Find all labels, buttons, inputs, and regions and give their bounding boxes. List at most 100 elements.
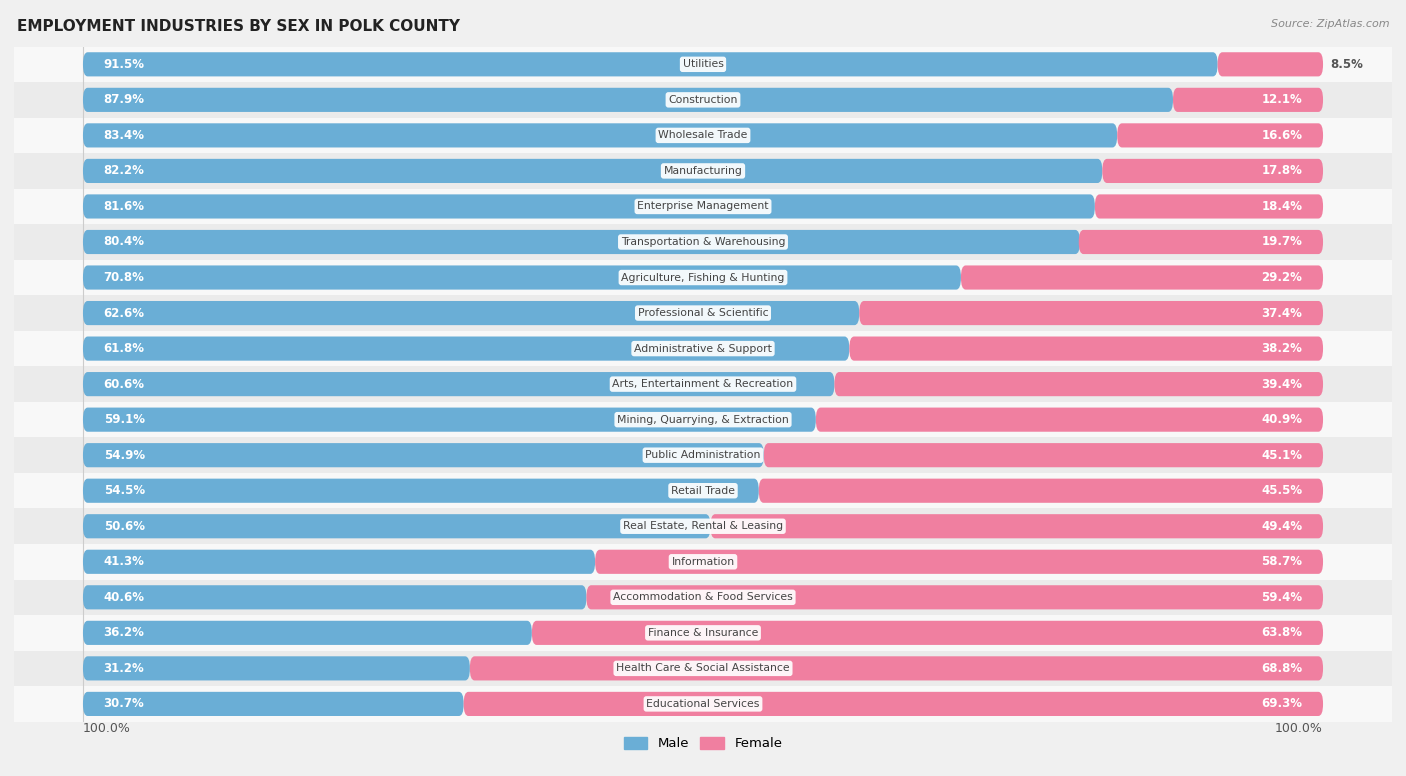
Bar [14, 118, 1392, 153]
Text: Professional & Scientific: Professional & Scientific [638, 308, 768, 318]
FancyBboxPatch shape [470, 656, 1323, 681]
FancyBboxPatch shape [83, 194, 1095, 219]
FancyBboxPatch shape [83, 372, 834, 397]
FancyBboxPatch shape [83, 443, 763, 467]
FancyBboxPatch shape [815, 407, 1323, 431]
Text: 59.1%: 59.1% [104, 413, 145, 426]
FancyBboxPatch shape [960, 265, 1323, 289]
FancyBboxPatch shape [759, 479, 1323, 503]
Bar [14, 615, 1392, 650]
Bar [14, 438, 1392, 473]
Text: Information: Information [672, 557, 734, 566]
Text: Construction: Construction [668, 95, 738, 105]
Text: 16.6%: 16.6% [1261, 129, 1302, 142]
Text: 91.5%: 91.5% [104, 58, 145, 71]
Text: Educational Services: Educational Services [647, 699, 759, 709]
Text: Manufacturing: Manufacturing [664, 166, 742, 176]
Text: 38.2%: 38.2% [1261, 342, 1302, 355]
Text: EMPLOYMENT INDUSTRIES BY SEX IN POLK COUNTY: EMPLOYMENT INDUSTRIES BY SEX IN POLK COU… [17, 19, 460, 34]
Bar [14, 82, 1392, 118]
FancyBboxPatch shape [83, 479, 759, 503]
Text: 54.9%: 54.9% [104, 449, 145, 462]
Text: 41.3%: 41.3% [104, 556, 145, 568]
Text: 100.0%: 100.0% [1275, 722, 1323, 735]
Text: Utilities: Utilities [682, 59, 724, 69]
Text: Health Care & Social Assistance: Health Care & Social Assistance [616, 663, 790, 674]
FancyBboxPatch shape [83, 656, 470, 681]
FancyBboxPatch shape [586, 585, 1323, 609]
Bar [14, 153, 1392, 189]
Text: 87.9%: 87.9% [104, 93, 145, 106]
FancyBboxPatch shape [464, 692, 1323, 716]
FancyBboxPatch shape [849, 337, 1323, 361]
FancyBboxPatch shape [1102, 159, 1323, 183]
Text: Public Administration: Public Administration [645, 450, 761, 460]
FancyBboxPatch shape [763, 443, 1323, 467]
Bar [14, 331, 1392, 366]
Text: 17.8%: 17.8% [1261, 165, 1302, 178]
Text: Arts, Entertainment & Recreation: Arts, Entertainment & Recreation [613, 379, 793, 389]
Text: 62.6%: 62.6% [104, 307, 145, 320]
Text: 30.7%: 30.7% [104, 698, 145, 710]
Text: 40.9%: 40.9% [1261, 413, 1302, 426]
Bar [14, 473, 1392, 508]
Text: Retail Trade: Retail Trade [671, 486, 735, 496]
Text: 60.6%: 60.6% [104, 378, 145, 390]
Text: 39.4%: 39.4% [1261, 378, 1302, 390]
FancyBboxPatch shape [83, 88, 1173, 112]
Text: Real Estate, Rental & Leasing: Real Estate, Rental & Leasing [623, 521, 783, 532]
Text: 12.1%: 12.1% [1261, 93, 1302, 106]
Text: 70.8%: 70.8% [104, 271, 145, 284]
Bar [14, 47, 1392, 82]
FancyBboxPatch shape [83, 692, 464, 716]
Bar [14, 686, 1392, 722]
Text: Source: ZipAtlas.com: Source: ZipAtlas.com [1271, 19, 1389, 29]
FancyBboxPatch shape [83, 621, 531, 645]
FancyBboxPatch shape [859, 301, 1323, 325]
Text: 37.4%: 37.4% [1261, 307, 1302, 320]
FancyBboxPatch shape [83, 301, 859, 325]
Bar [14, 224, 1392, 260]
Text: 68.8%: 68.8% [1261, 662, 1302, 675]
Text: Mining, Quarrying, & Extraction: Mining, Quarrying, & Extraction [617, 414, 789, 424]
FancyBboxPatch shape [1095, 194, 1323, 219]
FancyBboxPatch shape [1118, 123, 1323, 147]
FancyBboxPatch shape [83, 407, 815, 431]
Text: Wholesale Trade: Wholesale Trade [658, 130, 748, 140]
Text: 100.0%: 100.0% [83, 722, 131, 735]
Text: 50.6%: 50.6% [104, 520, 145, 533]
Text: Enterprise Management: Enterprise Management [637, 202, 769, 211]
Text: 36.2%: 36.2% [104, 626, 145, 639]
Legend: Male, Female: Male, Female [619, 732, 787, 756]
Text: 59.4%: 59.4% [1261, 591, 1302, 604]
Text: Finance & Insurance: Finance & Insurance [648, 628, 758, 638]
Text: Accommodation & Food Services: Accommodation & Food Services [613, 592, 793, 602]
Text: 63.8%: 63.8% [1261, 626, 1302, 639]
FancyBboxPatch shape [83, 123, 1118, 147]
FancyBboxPatch shape [83, 52, 1218, 76]
FancyBboxPatch shape [83, 159, 1102, 183]
Text: 83.4%: 83.4% [104, 129, 145, 142]
Text: 31.2%: 31.2% [104, 662, 145, 675]
FancyBboxPatch shape [1078, 230, 1323, 254]
FancyBboxPatch shape [83, 337, 849, 361]
Bar [14, 580, 1392, 615]
Text: 29.2%: 29.2% [1261, 271, 1302, 284]
FancyBboxPatch shape [83, 549, 595, 574]
Bar [14, 508, 1392, 544]
Text: 49.4%: 49.4% [1261, 520, 1302, 533]
Text: 45.1%: 45.1% [1261, 449, 1302, 462]
Text: 8.5%: 8.5% [1330, 58, 1362, 71]
Text: 61.8%: 61.8% [104, 342, 145, 355]
FancyBboxPatch shape [531, 621, 1323, 645]
Bar [14, 544, 1392, 580]
FancyBboxPatch shape [83, 585, 586, 609]
FancyBboxPatch shape [83, 265, 960, 289]
Text: 81.6%: 81.6% [104, 200, 145, 213]
Bar [14, 366, 1392, 402]
Text: Administrative & Support: Administrative & Support [634, 344, 772, 354]
Text: 54.5%: 54.5% [104, 484, 145, 497]
FancyBboxPatch shape [83, 514, 710, 539]
FancyBboxPatch shape [1218, 52, 1323, 76]
Text: 40.6%: 40.6% [104, 591, 145, 604]
